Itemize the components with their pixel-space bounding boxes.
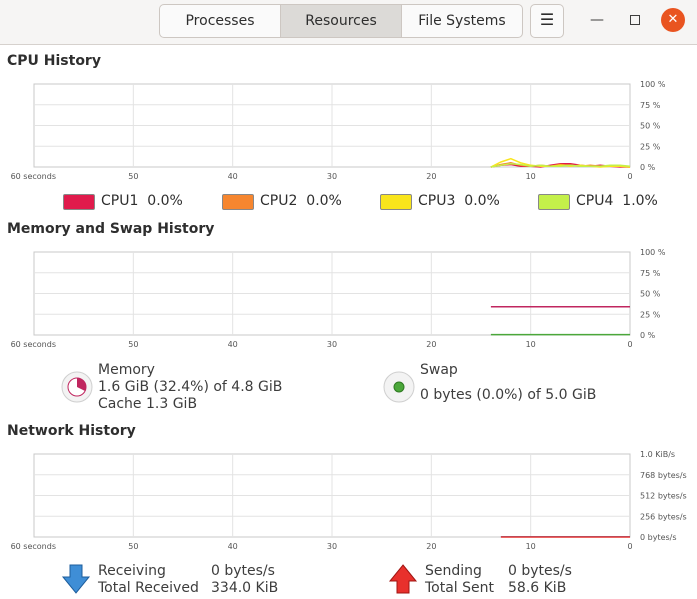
y-tick-label: 100 % [640,80,666,89]
x-tick-label: 40 [228,172,238,181]
y-tick-label: 25 % [640,310,661,319]
receiving-values: 0 bytes/s 334.0 KiB [211,563,278,597]
memory-history-chart: 100 % 75 % 50 % 25 % 0 % 60 seconds 50 40 30 20 10… [11,248,666,349]
y-tick-label: 75 % [640,101,661,110]
x-tick-label: 40 [228,542,238,551]
x-tick-label: 20 [426,340,436,349]
cpu3-color-swatch[interactable] [380,194,412,210]
y-tick-label: 50 % [640,290,661,299]
tab-resources[interactable]: Resources [281,5,402,37]
hamburger-menu-icon: ☰ [539,10,555,29]
x-tick-label: 60 seconds [11,340,56,349]
up-arrow-icon[interactable] [388,563,418,595]
total-sent-value: 58.6 KiB [508,580,567,596]
x-tick-label: 50 [128,542,138,551]
x-tick-label: 0 [627,542,632,551]
receiving-value: 0 bytes/s [211,563,275,579]
cpu-history-title: CPU History [7,53,101,69]
total-received-value: 334.0 KiB [211,580,279,596]
x-tick-label: 20 [426,542,436,551]
y-tick-label: 50 % [640,122,661,131]
minimize-button[interactable]: — [585,8,609,32]
x-tick-label: 10 [526,172,536,181]
close-icon: ✕ [667,12,679,27]
series-line-cpu3 [490,157,631,168]
memory-info: Memory 1.6 GiB (32.4%) of 4.8 GiB Cache … [98,362,282,413]
y-tick-label: 0 % [640,331,656,340]
x-tick-label: 30 [327,340,337,349]
x-tick-label: 30 [327,542,337,551]
minimize-icon: — [590,12,604,28]
cpu1-legend-entry: CPU1 0.0% [101,193,183,209]
receiving-info: Receiving Total Received [98,563,199,597]
y-tick-label: 25 % [640,142,661,151]
receiving-label: Receiving [98,563,166,579]
network-history-title: Network History [7,423,136,439]
y-tick-label: 1.0 KiB/s [640,450,675,459]
swap-pie-icon[interactable] [383,371,415,403]
x-tick-label: 0 [627,340,632,349]
x-tick-label: 0 [627,172,632,181]
cpu1-color-swatch[interactable] [63,194,95,210]
maximize-button[interactable] [623,8,647,32]
x-tick-label: 50 [128,340,138,349]
memory-history-title: Memory and Swap History [7,221,215,237]
memory-usage: 1.6 GiB (32.4%) of 4.8 GiB [98,379,283,395]
sending-value: 0 bytes/s [508,563,572,579]
memory-label: Memory [98,362,155,378]
y-tick-label: 0 bytes/s [640,533,677,542]
memory-pie-icon[interactable] [61,371,93,403]
x-tick-label: 20 [426,172,436,181]
y-tick-label: 75 % [640,269,661,278]
header-bar: Processes Resources File Systems ☰ — ✕ [0,0,697,45]
x-tick-label: 10 [526,340,536,349]
series-line-cpu4 [490,162,631,168]
tab-file-systems[interactable]: File Systems [418,13,506,29]
total-sent-label: Total Sent [425,580,495,596]
swap-info: Swap 0 bytes (0.0%) of 5.0 GiB [420,362,596,404]
y-tick-label: 512 bytes/s [640,492,687,501]
cpu2-legend-entry: CPU2 0.0% [260,193,342,209]
swap-label: Swap [420,362,458,378]
cpu2-color-swatch[interactable] [222,194,254,210]
y-tick-label: 0 % [640,163,656,172]
total-received-label: Total Received [98,580,199,596]
close-button[interactable]: ✕ [661,8,685,32]
sending-values: 0 bytes/s 58.6 KiB [508,563,572,597]
x-tick-label: 50 [128,172,138,181]
down-arrow-icon[interactable] [61,563,91,595]
y-tick-label: 256 bytes/s [640,512,687,521]
network-history-chart: 1.0 KiB/s 768 bytes/s 512 bytes/s 256 bytes… [11,450,687,551]
cpu-history-chart: 100 % 75 % 50 % 25 % 0 % 60 seconds 50 40 30 20 10… [11,80,666,181]
x-tick-label: 40 [228,340,238,349]
x-tick-label: 60 seconds [11,542,56,551]
maximize-icon [630,15,640,25]
y-tick-label: 100 % [640,248,666,257]
x-tick-label: 60 seconds [11,172,56,181]
sending-info: Sending Total Sent [425,563,494,597]
sending-label: Sending [425,563,482,579]
menu-button[interactable]: ☰ [530,4,564,38]
tab-processes[interactable]: Processes [160,5,281,37]
y-tick-label: 768 bytes/s [640,471,687,480]
swap-usage: 0 bytes (0.0%) of 5.0 GiB [420,387,597,403]
x-tick-label: 10 [526,542,536,551]
memory-cache: Cache 1.3 GiB [98,396,198,412]
cpu4-color-swatch[interactable] [538,194,570,210]
view-switcher: Processes Resources File Systems [159,4,523,38]
cpu3-legend-entry: CPU3 0.0% [418,193,500,209]
x-tick-label: 30 [327,172,337,181]
cpu4-legend-entry: CPU4 1.0% [576,193,658,209]
